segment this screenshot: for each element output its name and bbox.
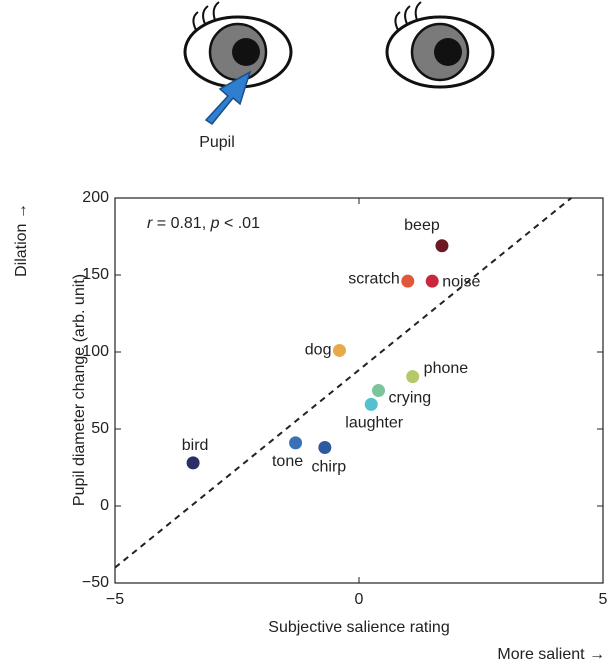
point [187, 456, 200, 469]
annotation-part: = 0.81, [152, 215, 210, 232]
point-label: laughter [345, 415, 403, 432]
point-label: tone [272, 453, 303, 470]
point-label: beep [404, 217, 440, 234]
plot-frame [115, 198, 603, 583]
y-tick-label: 50 [91, 420, 109, 437]
point [372, 384, 385, 397]
y-tick-label: 200 [82, 189, 109, 206]
y-direction-label: Dilation → [13, 203, 30, 277]
pupil-label: Pupil [199, 134, 235, 151]
point-label: phone [424, 360, 469, 377]
x-direction-label: More salient → [497, 646, 605, 663]
point-label: bird [182, 437, 209, 454]
figure: Pupil r = 0.81, p < .01 Subjective salie… [0, 0, 611, 669]
point [333, 344, 346, 357]
point [406, 370, 419, 383]
point [365, 398, 378, 411]
y-tick-label: 100 [82, 343, 109, 360]
y-tick-label: −50 [82, 574, 109, 591]
y-axis-label: Pupil diameter change (arb. unit) [71, 274, 88, 506]
point-label: crying [389, 390, 432, 407]
x-tick-label: 5 [599, 591, 608, 608]
x-tick-label: −5 [106, 591, 124, 608]
y-tick-label: 0 [100, 497, 109, 514]
point [318, 441, 331, 454]
point [401, 275, 414, 288]
annotation-part: < .01 [220, 215, 261, 232]
point-label: dog [305, 342, 332, 359]
point-label: scratch [348, 270, 400, 287]
annotation-part: p [210, 215, 220, 232]
point [426, 275, 439, 288]
point [435, 239, 448, 252]
x-axis-label: Subjective salience rating [268, 619, 449, 636]
x-tick-label: 0 [355, 591, 364, 608]
point [289, 436, 302, 449]
eye-illustration [185, 2, 493, 124]
annotation: r = 0.81, p < .01 [147, 215, 260, 232]
y-tick-label: 150 [82, 266, 109, 283]
fit-line [115, 198, 571, 568]
point-label: noise [442, 273, 480, 290]
point-label: chirp [311, 459, 346, 476]
